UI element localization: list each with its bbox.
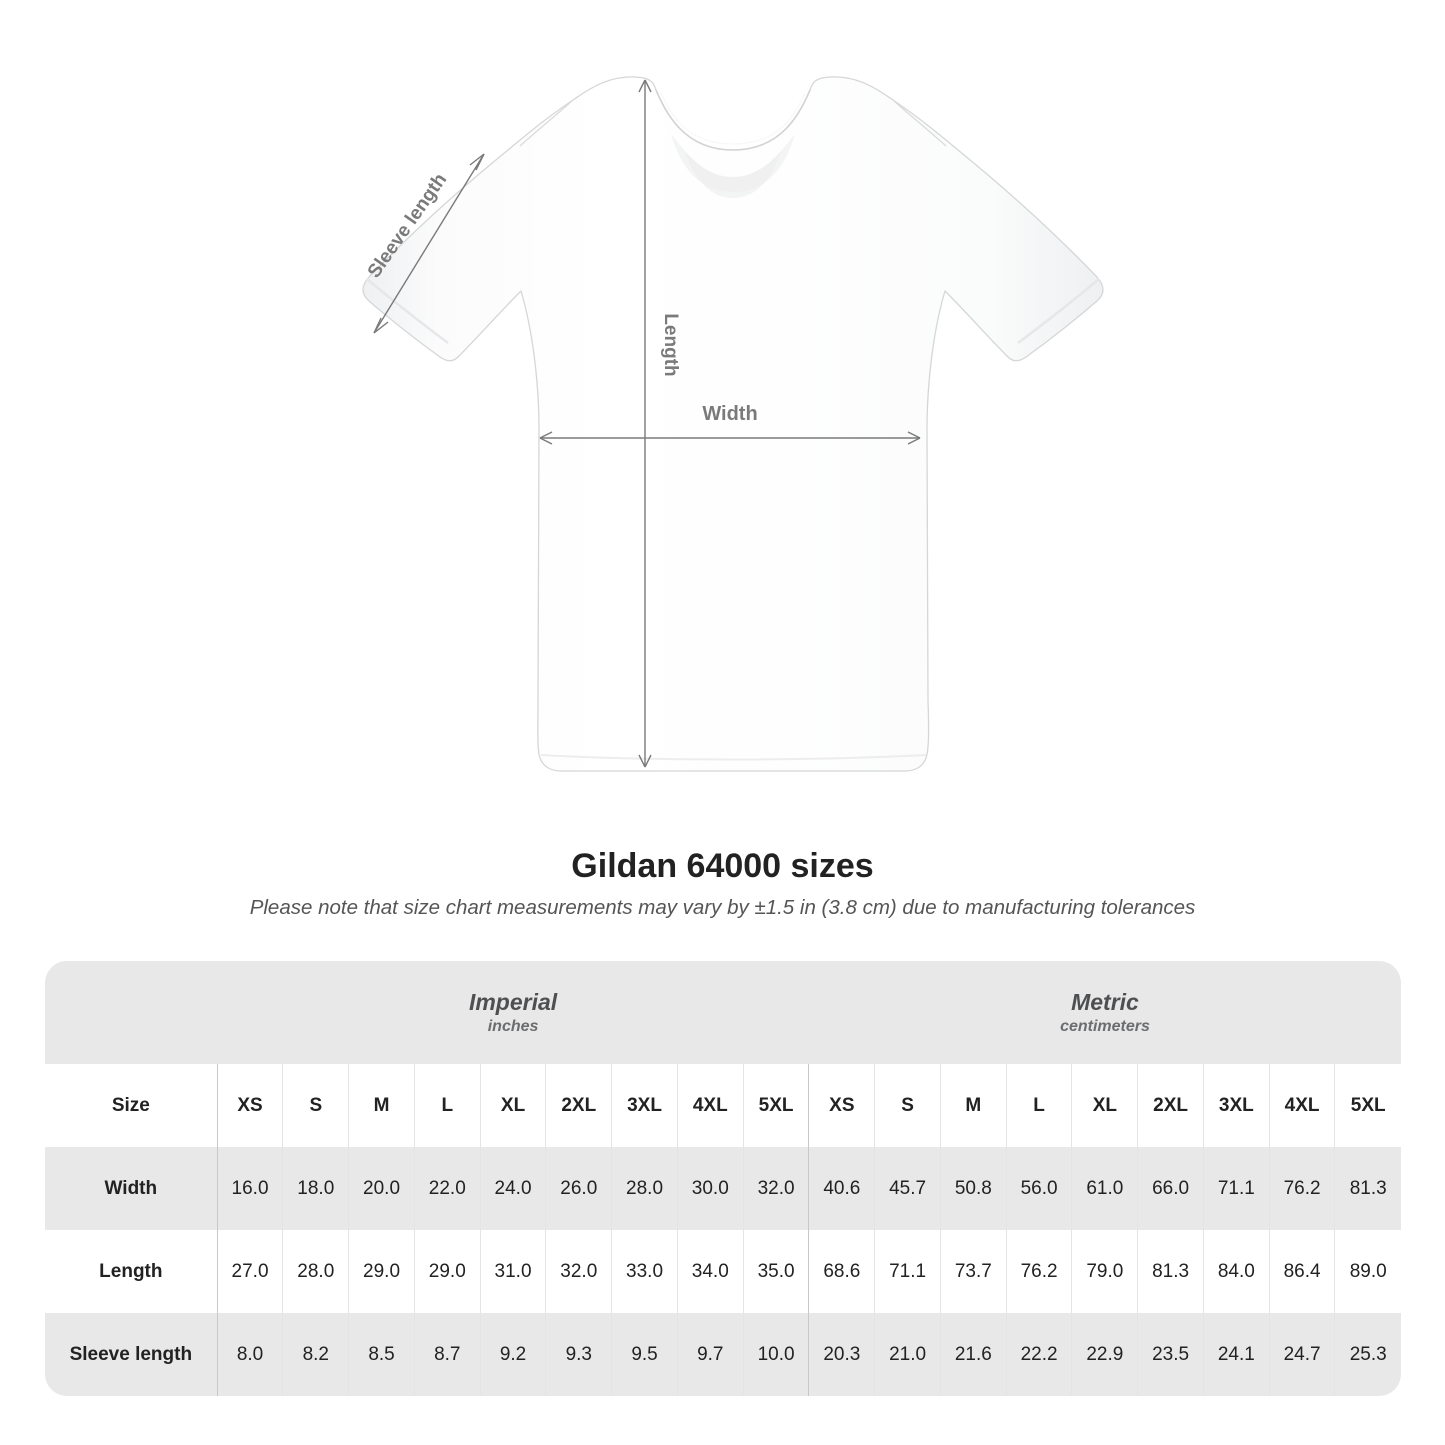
svg-text:Width: Width	[702, 403, 757, 425]
svg-text:Length: Length	[660, 313, 681, 376]
